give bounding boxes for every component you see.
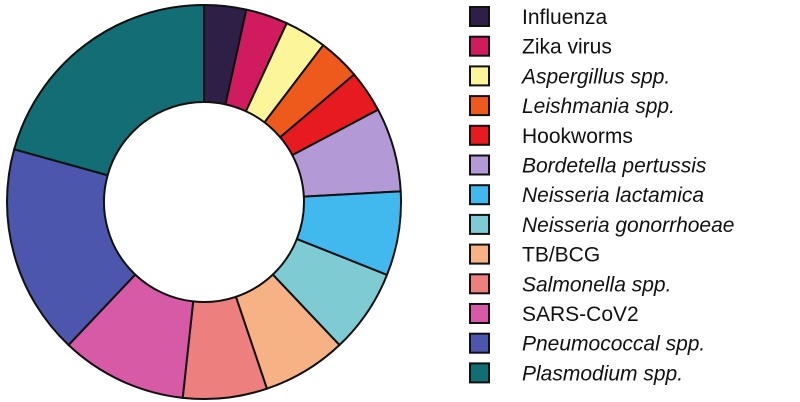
- legend-swatch: [469, 95, 490, 117]
- legend-item-salmonella-spp: Salmonella spp.: [469, 273, 671, 296]
- legend-swatch: [469, 303, 490, 324]
- legend-swatch: [469, 184, 490, 206]
- legend-label: Neisseria gonorrhoeae: [522, 214, 734, 237]
- legend-item-sars-cov2: SARS-CoV2: [469, 303, 639, 326]
- legend-swatch: [469, 6, 490, 27]
- legend-swatch: [469, 124, 490, 146]
- legend-item-pneumococcal-spp: Pneumococcal spp.: [469, 332, 705, 356]
- legend-item-influenza: Influenza: [469, 6, 608, 29]
- legend-label: Neisseria lactamica: [522, 184, 704, 207]
- legend-swatch: [469, 332, 490, 354]
- legend-swatch: [469, 35, 490, 57]
- legend-item-neisseria-gonorrhoeae: Neisseria gonorrhoeae: [469, 213, 734, 237]
- legend: Influenza Zika virus Aspergillus spp. Leish…: [469, 6, 734, 385]
- slice-plasmodium-spp: [13, 4, 205, 177]
- legend-label: SARS-CoV2: [522, 303, 639, 326]
- legend-item-plasmodium-spp: Plasmodium spp.: [469, 362, 683, 385]
- legend-label: Plasmodium spp.: [522, 362, 683, 385]
- legend-item-neisseria-lactamica: Neisseria lactamica: [469, 184, 704, 207]
- legend-label: Salmonella spp.: [522, 273, 671, 296]
- legend-label: Zika virus: [522, 36, 612, 59]
- legend-item-hookworms: Hookworms: [469, 124, 633, 148]
- legend-label: Aspergillus spp.: [520, 65, 670, 88]
- legend-label: Hookworms: [522, 125, 633, 148]
- legend-item-aspergillus-spp: Aspergillus spp.: [469, 65, 670, 88]
- legend-label: Leishmania spp.: [522, 95, 675, 118]
- legend-item-tb-bcg: TB/BCG: [469, 243, 600, 267]
- legend-label: Influenza: [522, 6, 608, 29]
- donut-slices: [6, 4, 402, 400]
- legend-item-zika-virus: Zika virus: [469, 35, 612, 59]
- legend-label: Bordetella pertussis: [522, 155, 707, 178]
- legend-label: Pneumococcal spp.: [522, 333, 705, 356]
- legend-label: TB/BCG: [522, 244, 600, 267]
- legend-swatch: [469, 213, 490, 235]
- legend-swatch: [469, 154, 490, 176]
- legend-swatch: [469, 243, 490, 265]
- legend-swatch: [469, 273, 490, 295]
- legend-swatch: [469, 65, 490, 87]
- legend-swatch: [469, 362, 490, 384]
- slice-pneumococcal-spp: [6, 148, 137, 347]
- legend-item-bordetella-pertussis: Bordetella pertussis: [469, 154, 707, 178]
- legend-item-leishmania-spp: Leishmania spp.: [469, 95, 675, 118]
